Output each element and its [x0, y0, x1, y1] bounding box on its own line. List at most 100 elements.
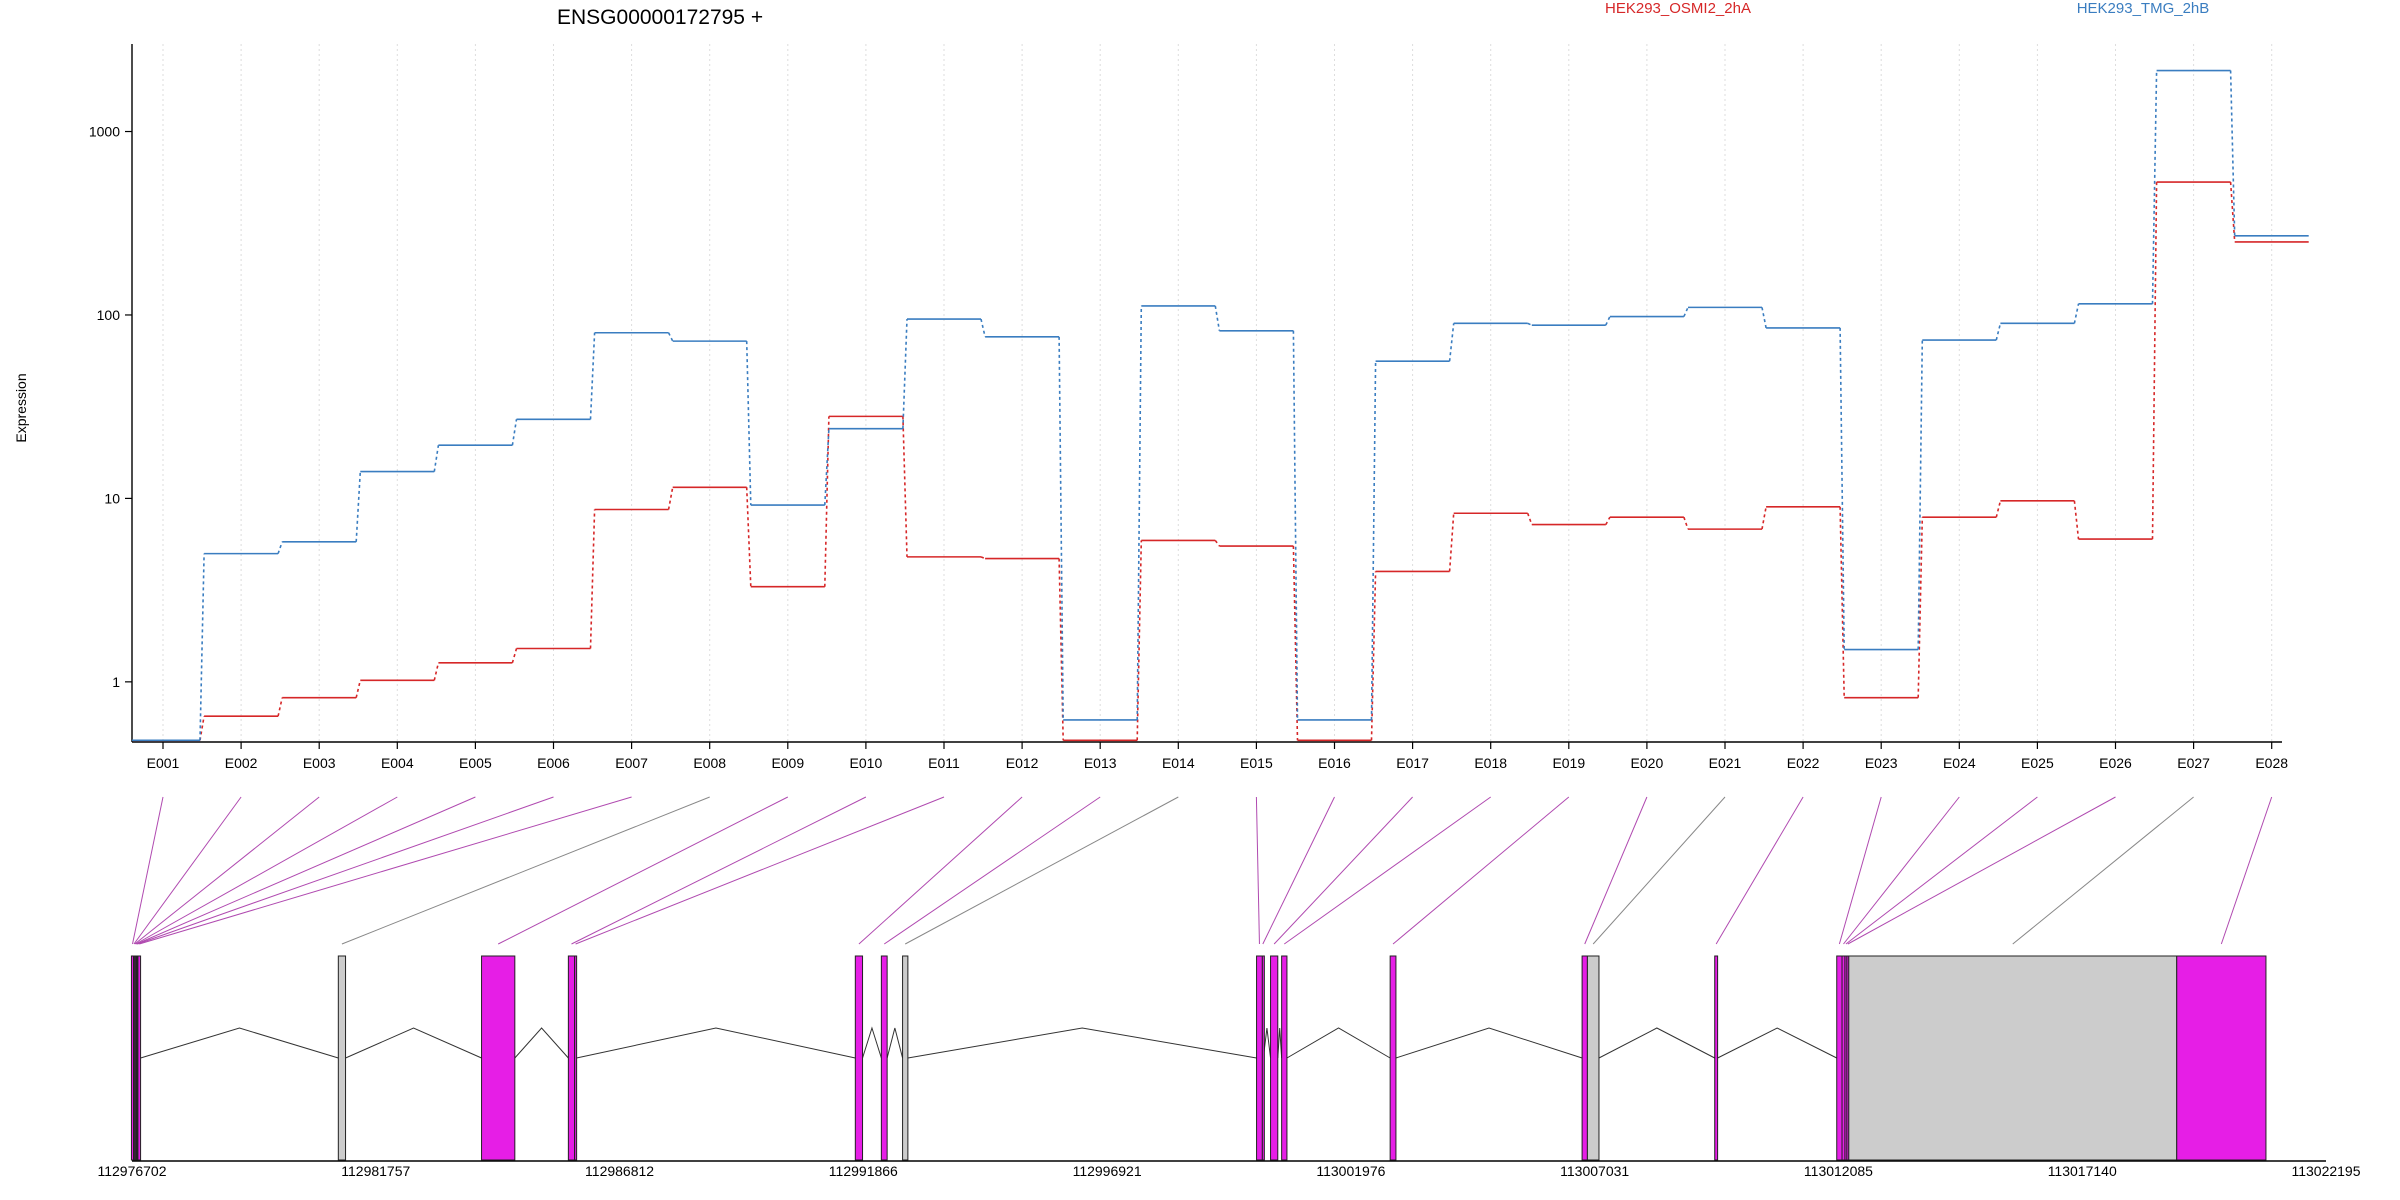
exon-box-E028	[2176, 955, 2267, 1161]
series-1-connector	[355, 680, 362, 698]
vertical-grid-lines	[162, 44, 2273, 742]
exon-connector-E024	[1843, 796, 1960, 945]
series-1-connector	[1839, 506, 1845, 698]
series-2-connector	[2073, 303, 2080, 324]
gene-model	[130, 955, 2326, 1162]
series-1-connector	[1370, 571, 1377, 741]
series-2-connector	[2151, 70, 2158, 304]
intron-line	[1286, 1027, 1391, 1059]
series-2-connector	[355, 471, 362, 542]
exon-box-E027	[1848, 955, 2178, 1161]
plot-axes	[131, 44, 2282, 743]
intron-line	[862, 1026, 882, 1059]
series-2-connector	[1605, 316, 1611, 326]
exon-connector-E021	[1592, 796, 1726, 945]
x-tick-label: E012	[1006, 755, 1039, 771]
series-2-connector	[2229, 70, 2236, 236]
exon-connector-E017	[1273, 796, 1413, 945]
series-1-connector	[1683, 516, 1689, 530]
x-tick-label: E003	[303, 755, 336, 771]
exon-box-E016	[1261, 955, 1265, 1161]
exon-box-E010	[567, 955, 576, 1161]
exon-box-E020	[1581, 955, 1588, 1161]
exon-connector-E022	[1715, 796, 1804, 945]
exon-box-E011	[574, 955, 578, 1161]
exon-connector-E009	[497, 796, 789, 945]
x-tick-label: E006	[537, 755, 570, 771]
x-tick-label: E022	[1787, 755, 1820, 771]
exon-connector-E010	[571, 796, 867, 945]
series-2-connector	[980, 318, 986, 338]
genomic-coordinate-label: 112976702	[97, 1163, 166, 1179]
series-1-connector	[902, 416, 908, 557]
series-2-connector	[1761, 307, 1767, 329]
x-tick-label: E027	[2177, 755, 2210, 771]
series-2-connector	[1136, 305, 1143, 720]
series-1-connector	[1995, 500, 2002, 518]
genomic-coordinate-labels: 112976702 112981757 112986812 112991866 1129…	[97, 1163, 2360, 1179]
exon-connector-E013	[883, 796, 1101, 945]
y-tick-label: 100	[97, 307, 121, 323]
series-2-connector	[824, 428, 830, 506]
series-2-connector	[277, 541, 283, 554]
x-tick-label: E002	[225, 755, 258, 771]
x-tick-label: E018	[1474, 755, 1507, 771]
x-tick-label: E017	[1396, 755, 1429, 771]
exon-connector-E028	[2220, 796, 2273, 945]
series-2-connector	[1058, 336, 1064, 720]
exon-connector-E012	[858, 796, 1023, 945]
x-tick-label: E004	[381, 755, 414, 771]
x-tick-label: E005	[459, 755, 492, 771]
exon-box-E019	[1389, 955, 1397, 1161]
legend-series-2: HEK293_TMG_2hB	[2077, 0, 2210, 17]
exon-box-E017	[1270, 955, 1279, 1161]
series-2-connector	[667, 332, 674, 342]
exon-connector-E026	[1847, 796, 2116, 945]
series-2-connector	[511, 419, 518, 446]
series-2-connector	[199, 553, 205, 741]
x-tick-label: E014	[1162, 755, 1195, 771]
exon-connector-E002	[133, 796, 242, 945]
genomic-coordinate-label: 113007031	[1560, 1163, 1629, 1179]
x-tick-label: E021	[1709, 755, 1742, 771]
series-1-connector	[824, 416, 830, 587]
genomic-coordinate-label: 113017140	[2048, 1163, 2117, 1179]
intron-line	[1277, 1027, 1283, 1059]
x-tick-label: E001	[147, 755, 180, 771]
series-1-connector	[199, 716, 205, 741]
genomic-coordinate-label: 112986812	[585, 1163, 654, 1179]
x-tick-label: E023	[1865, 755, 1898, 771]
series-2-connector	[433, 445, 440, 472]
genomic-coordinate-label: 113012085	[1804, 1163, 1873, 1179]
series-1-connector	[745, 487, 752, 587]
y-tick-label: 10	[104, 490, 120, 506]
y-tick-label: 1	[112, 674, 120, 690]
exon-connector-E011	[575, 796, 945, 945]
exon-connector-E001	[132, 796, 164, 945]
intron-line	[140, 1027, 339, 1059]
x-tick-label: E011	[928, 755, 960, 771]
exon-box-E008	[337, 955, 347, 1161]
exon-connector-E020	[1584, 796, 1648, 945]
series-2-connector	[1683, 307, 1689, 317]
series-1	[132, 181, 2309, 742]
series-2-connector	[589, 332, 596, 420]
exon-connector-E019	[1392, 796, 1570, 945]
exon-connector-E007	[139, 796, 632, 945]
exon-connector-E027	[2012, 796, 2194, 945]
exon-box-E022	[1714, 955, 1719, 1161]
series-2-connector	[1292, 330, 1299, 720]
series-2-connector	[745, 341, 752, 506]
series-1-connector	[433, 662, 440, 681]
x-tick-label: E008	[693, 755, 726, 771]
series-2-connector	[1839, 327, 1845, 650]
series-1-connector	[511, 648, 518, 664]
exon-connector-E003	[134, 796, 320, 945]
exon-connector-E015	[1255, 796, 1260, 945]
x-tick-label: E015	[1240, 755, 1273, 771]
intron-line	[1395, 1027, 1583, 1059]
chart-title: ENSG00000172795 +	[557, 6, 763, 29]
exon-box-E013	[880, 955, 888, 1161]
series-2-connector	[1448, 323, 1455, 362]
